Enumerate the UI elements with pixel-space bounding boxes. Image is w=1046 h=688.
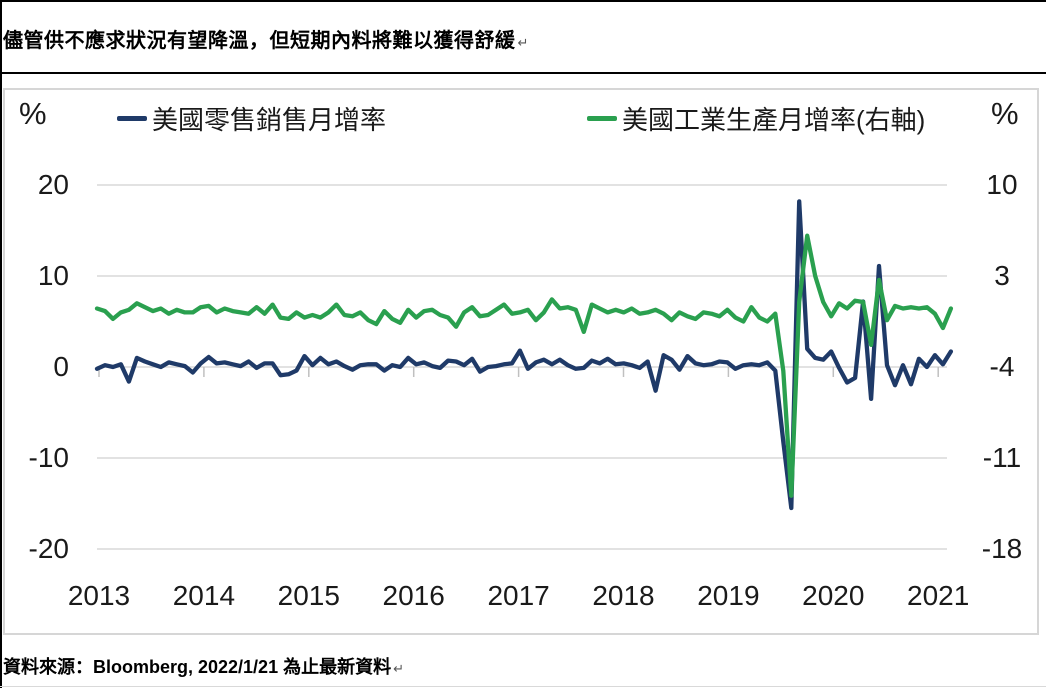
left-axis-tick-label: -20 [28, 533, 69, 564]
x-axis-year-label: 2017 [487, 580, 550, 611]
page-left-border [0, 0, 2, 688]
source-note-text: 資料來源：Bloomberg, 2022/1/21 為止最新資料 [3, 657, 392, 677]
plot-svg [94, 184, 954, 550]
x-axis-year-label: 2016 [382, 580, 445, 611]
left-axis-tick-label: 20 [37, 169, 69, 200]
left-axis-tick-label: 10 [37, 260, 69, 291]
legend-item-industrial-production: 美國工業生產月增率(右軸) [587, 100, 925, 137]
page-title: 儘管供不應求狀況有望降溫，但短期內料將難以獲得舒緩 ↵ [3, 24, 1033, 53]
right-axis-unit: % [991, 96, 1019, 131]
paragraph-mark-icon: ↵ [517, 35, 529, 50]
page-title-text: 儘管供不應求狀況有望降溫，但短期內料將難以獲得舒緩 [3, 30, 516, 52]
source-note: 資料來源：Bloomberg, 2022/1/21 為止最新資料 ↵ [3, 653, 404, 679]
right-axis-tick-label: -4 [989, 351, 1015, 382]
retail-sales-legend-label: 美國零售銷售月增率 [152, 105, 387, 135]
x-axis-year-label: 2020 [802, 580, 865, 611]
left-axis-unit: % [19, 96, 47, 131]
chart-plot-area: % % 美國零售銷售月增率 美國工業生產月增率(右軸) 20 10 0 -10 -20 1… [5, 90, 1037, 633]
x-axis-year-label: 2021 [907, 580, 970, 611]
page-top-border [0, 0, 1046, 2]
retail-sales-legend-swatch [117, 116, 147, 121]
legend-item-retail-sales: 美國零售銷售月增率 [117, 100, 386, 137]
chart-container: % % 美國零售銷售月增率 美國工業生產月增率(右軸) 20 10 0 -10 -20 1… [3, 88, 1039, 635]
right-axis-tick-label: -18 [981, 533, 1023, 564]
right-axis-tick-label: -11 [982, 442, 1022, 473]
industrial-production-legend-swatch [587, 116, 617, 121]
x-axis-year-label: 2019 [697, 580, 760, 611]
retail-sales-line [94, 199, 954, 511]
x-axis-year-label: 2018 [592, 580, 655, 611]
industrial-production-line [94, 233, 954, 498]
x-axis-year-label: 2015 [277, 580, 340, 611]
x-axis-year-label: 2014 [172, 580, 236, 611]
paragraph-mark-icon: ↵ [393, 661, 404, 676]
left-axis-tick-label: -10 [28, 442, 69, 473]
right-axis-tick-label: 3 [994, 260, 1010, 291]
page-bottom-border [0, 686, 1046, 687]
left-axis-tick-label: 0 [53, 351, 69, 382]
title-separator [0, 72, 1046, 74]
right-axis-tick-label: 10 [986, 169, 1018, 200]
x-axis-year-label: 2013 [67, 580, 131, 611]
industrial-production-legend-label: 美國工業生產月增率(右軸) [622, 105, 926, 135]
